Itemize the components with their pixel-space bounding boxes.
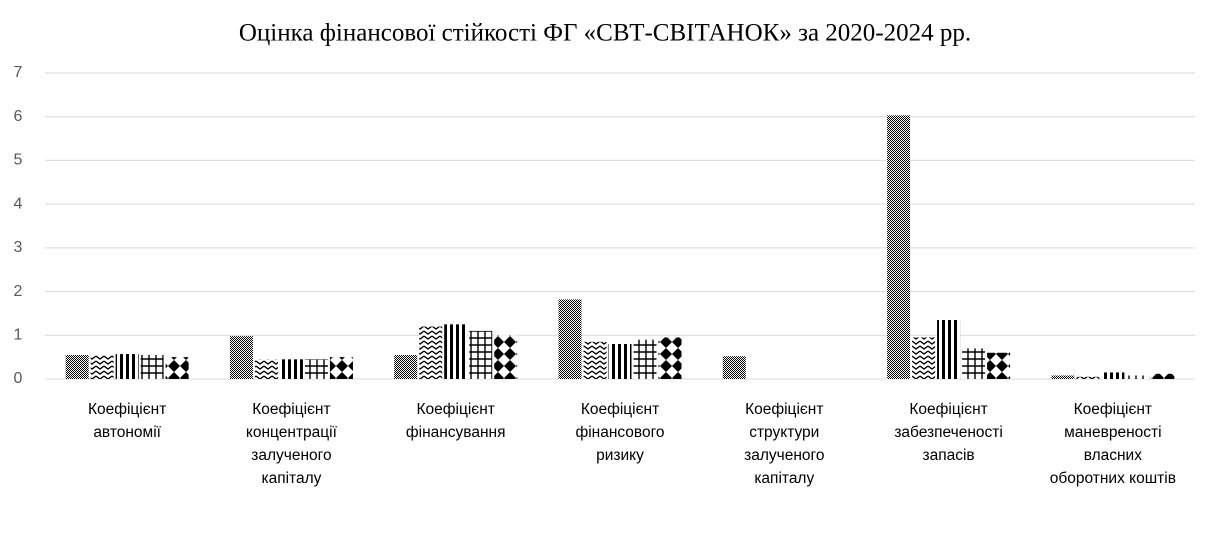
bar bbox=[469, 330, 493, 379]
bar bbox=[419, 326, 443, 379]
x-tick-label: Коефіцієнт структури залученого капіталу bbox=[744, 401, 825, 487]
bar bbox=[608, 344, 632, 379]
bar bbox=[1101, 372, 1125, 379]
y-tick-label: 6 bbox=[14, 108, 23, 125]
bar bbox=[912, 337, 936, 379]
bar bbox=[165, 357, 189, 379]
bar bbox=[658, 337, 682, 379]
x-tick-label: Коефіцієнт концентрації залученого капіт… bbox=[245, 401, 337, 487]
bar bbox=[1051, 375, 1075, 379]
bar bbox=[394, 354, 418, 379]
y-tick-label: 3 bbox=[14, 239, 23, 256]
bar bbox=[494, 335, 518, 379]
chart-title: Оцінка фінансової стійкості ФГ «СВТ-СВІТ… bbox=[239, 20, 971, 47]
bar bbox=[279, 359, 303, 379]
bar bbox=[962, 348, 986, 379]
bar bbox=[140, 354, 164, 379]
bar bbox=[1151, 373, 1175, 379]
bar bbox=[722, 356, 746, 379]
bar bbox=[1126, 375, 1150, 379]
bar bbox=[65, 354, 89, 379]
bar bbox=[229, 336, 253, 379]
bar bbox=[633, 339, 657, 379]
x-tick-label: Коефіцієнт маневреності власних оборотни… bbox=[1049, 401, 1176, 487]
bar bbox=[115, 354, 139, 379]
y-tick-label: 4 bbox=[14, 195, 23, 212]
x-tick-label: Коефіцієнт автономії bbox=[87, 401, 167, 441]
bar bbox=[987, 352, 1011, 379]
bar bbox=[937, 319, 961, 379]
bar bbox=[304, 359, 328, 379]
x-tick-label: Коефіцієнт забезпеченості запасів bbox=[894, 401, 1003, 464]
y-tick-label: 5 bbox=[14, 152, 23, 169]
y-tick-label: 2 bbox=[14, 283, 23, 300]
bar bbox=[583, 341, 607, 379]
y-tick-label: 0 bbox=[14, 370, 23, 387]
bar bbox=[329, 357, 353, 379]
bar bbox=[254, 359, 278, 379]
bar bbox=[558, 299, 582, 379]
bar bbox=[444, 324, 468, 379]
y-tick-label: 7 bbox=[14, 64, 23, 81]
x-tick-label: Коефіцієнт фінансування bbox=[405, 401, 506, 441]
bar bbox=[90, 354, 114, 379]
y-tick-label: 1 bbox=[14, 327, 23, 344]
bar bbox=[887, 115, 911, 379]
x-tick-label: Коефіцієнт фінансового ризику bbox=[575, 401, 665, 464]
bar bbox=[1076, 376, 1100, 379]
